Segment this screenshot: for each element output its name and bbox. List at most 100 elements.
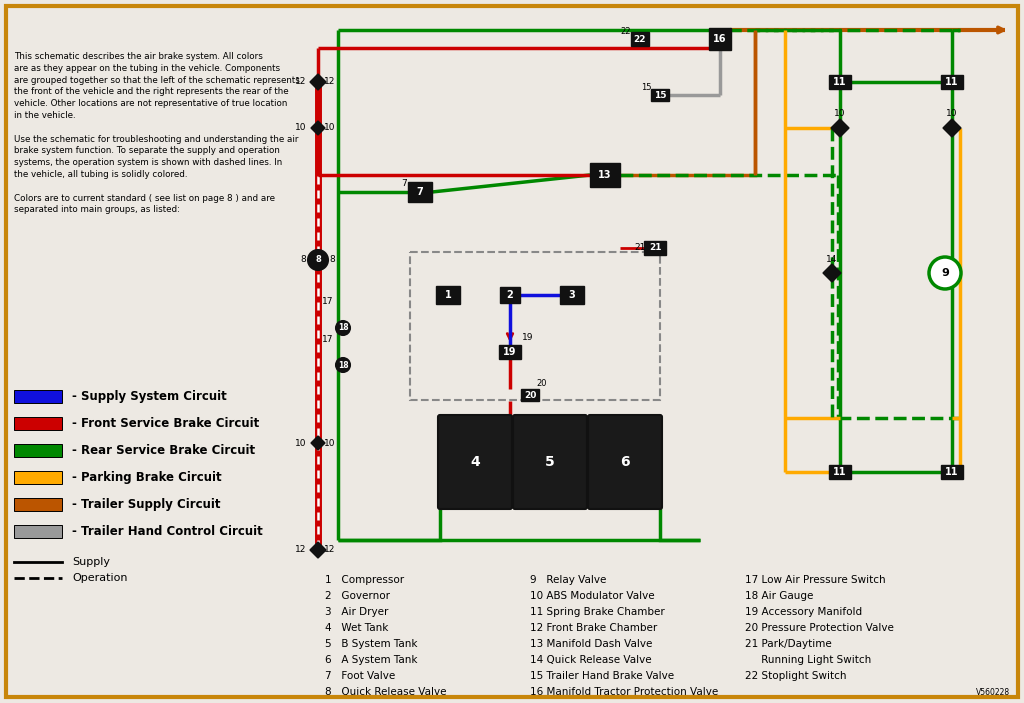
Text: 17: 17 bbox=[322, 297, 333, 307]
Text: 5: 5 bbox=[545, 455, 555, 469]
Bar bbox=[651, 89, 669, 101]
Text: 5   B System Tank: 5 B System Tank bbox=[325, 639, 418, 649]
Text: 10: 10 bbox=[325, 439, 336, 448]
Bar bbox=[410, 252, 660, 400]
Polygon shape bbox=[311, 436, 325, 450]
Text: 10 ABS Modulator Valve: 10 ABS Modulator Valve bbox=[530, 591, 654, 601]
Polygon shape bbox=[823, 264, 841, 282]
Text: 1   Compressor: 1 Compressor bbox=[325, 575, 404, 585]
Polygon shape bbox=[310, 74, 326, 90]
Text: This schematic describes the air brake system. All colors
are as they appear on : This schematic describes the air brake s… bbox=[14, 52, 300, 214]
Text: 12: 12 bbox=[295, 546, 306, 555]
Text: - Trailer Hand Control Circuit: - Trailer Hand Control Circuit bbox=[72, 525, 263, 538]
FancyBboxPatch shape bbox=[588, 415, 662, 509]
Circle shape bbox=[929, 257, 961, 289]
Bar bbox=[14, 390, 62, 403]
Bar bbox=[408, 182, 432, 202]
Text: 1: 1 bbox=[444, 290, 452, 300]
Bar bbox=[436, 286, 460, 304]
Polygon shape bbox=[311, 121, 325, 135]
Text: Operation: Operation bbox=[72, 573, 128, 583]
Text: 9: 9 bbox=[941, 268, 949, 278]
Text: - Supply System Circuit: - Supply System Circuit bbox=[72, 390, 226, 403]
Text: 3: 3 bbox=[568, 290, 575, 300]
Text: 21: 21 bbox=[634, 243, 646, 252]
Circle shape bbox=[336, 321, 350, 335]
Text: 11: 11 bbox=[834, 467, 847, 477]
Text: 13 Manifold Dash Valve: 13 Manifold Dash Valve bbox=[530, 639, 652, 649]
Text: 8: 8 bbox=[329, 255, 335, 264]
Text: 14: 14 bbox=[826, 254, 838, 264]
Text: 10: 10 bbox=[295, 439, 306, 448]
Text: 8: 8 bbox=[300, 255, 306, 264]
Bar bbox=[14, 444, 62, 457]
Bar bbox=[644, 241, 666, 255]
Text: 11 Spring Brake Chamber: 11 Spring Brake Chamber bbox=[530, 607, 665, 617]
Text: 16 Manifold Tractor Protection Valve: 16 Manifold Tractor Protection Valve bbox=[530, 687, 718, 697]
Text: 22: 22 bbox=[634, 34, 646, 44]
Text: 14 Quick Release Valve: 14 Quick Release Valve bbox=[530, 655, 651, 665]
Text: 22: 22 bbox=[621, 27, 631, 37]
Text: 15: 15 bbox=[653, 91, 667, 100]
Text: 21: 21 bbox=[649, 243, 662, 252]
Text: 3   Air Dryer: 3 Air Dryer bbox=[325, 607, 388, 617]
Text: 6   A System Tank: 6 A System Tank bbox=[325, 655, 418, 665]
Text: 22 Stoplight Switch: 22 Stoplight Switch bbox=[745, 671, 847, 681]
Text: 8   Quick Release Valve: 8 Quick Release Valve bbox=[325, 687, 446, 697]
Bar bbox=[499, 345, 521, 359]
Text: 15: 15 bbox=[641, 84, 651, 93]
Text: 19 Accessory Manifold: 19 Accessory Manifold bbox=[745, 607, 862, 617]
Text: 18: 18 bbox=[338, 323, 348, 333]
Text: Running Light Switch: Running Light Switch bbox=[745, 655, 871, 665]
Text: 19: 19 bbox=[503, 347, 517, 357]
Text: 9   Relay Valve: 9 Relay Valve bbox=[530, 575, 606, 585]
Text: - Rear Service Brake Circuit: - Rear Service Brake Circuit bbox=[72, 444, 255, 457]
FancyBboxPatch shape bbox=[438, 415, 512, 509]
Text: 17: 17 bbox=[322, 335, 333, 344]
Bar bbox=[941, 465, 963, 479]
Text: 10: 10 bbox=[946, 110, 957, 119]
Text: - Trailer Supply Circuit: - Trailer Supply Circuit bbox=[72, 498, 220, 511]
Bar bbox=[709, 28, 731, 50]
Text: - Front Service Brake Circuit: - Front Service Brake Circuit bbox=[72, 417, 259, 430]
Polygon shape bbox=[831, 119, 849, 137]
Bar bbox=[590, 163, 620, 187]
Text: 18 Air Gauge: 18 Air Gauge bbox=[745, 591, 813, 601]
Circle shape bbox=[308, 250, 328, 270]
Text: 4   Wet Tank: 4 Wet Tank bbox=[325, 623, 388, 633]
Text: 10: 10 bbox=[295, 124, 306, 132]
Text: V560228: V560228 bbox=[976, 688, 1010, 697]
Bar bbox=[14, 498, 62, 511]
Text: 11: 11 bbox=[834, 77, 847, 87]
Text: 21 Park/Daytime: 21 Park/Daytime bbox=[745, 639, 831, 649]
Bar bbox=[14, 471, 62, 484]
Text: 20: 20 bbox=[537, 378, 547, 387]
Text: 4: 4 bbox=[470, 455, 480, 469]
Bar bbox=[14, 525, 62, 538]
Text: 6: 6 bbox=[621, 455, 630, 469]
Bar bbox=[829, 75, 851, 89]
Text: 2: 2 bbox=[507, 290, 513, 300]
Text: 19: 19 bbox=[522, 333, 534, 342]
Text: 7   Foot Valve: 7 Foot Valve bbox=[325, 671, 395, 681]
Bar bbox=[631, 32, 649, 46]
Text: Supply: Supply bbox=[72, 557, 110, 567]
Circle shape bbox=[336, 358, 350, 372]
Bar bbox=[521, 389, 539, 401]
Text: 7: 7 bbox=[401, 179, 407, 188]
Text: 10: 10 bbox=[835, 110, 846, 119]
Bar bbox=[14, 417, 62, 430]
Text: 8: 8 bbox=[315, 255, 321, 264]
Text: 20: 20 bbox=[524, 390, 537, 399]
Text: - Parking Brake Circuit: - Parking Brake Circuit bbox=[72, 471, 221, 484]
Polygon shape bbox=[943, 119, 961, 137]
Bar bbox=[500, 287, 520, 303]
Bar bbox=[829, 465, 851, 479]
Text: 12: 12 bbox=[325, 77, 336, 86]
Bar bbox=[560, 286, 584, 304]
Text: 12 Front Brake Chamber: 12 Front Brake Chamber bbox=[530, 623, 657, 633]
Text: 7: 7 bbox=[417, 187, 423, 197]
Text: 11: 11 bbox=[945, 77, 958, 87]
Text: 13: 13 bbox=[598, 170, 611, 180]
Bar bbox=[941, 75, 963, 89]
